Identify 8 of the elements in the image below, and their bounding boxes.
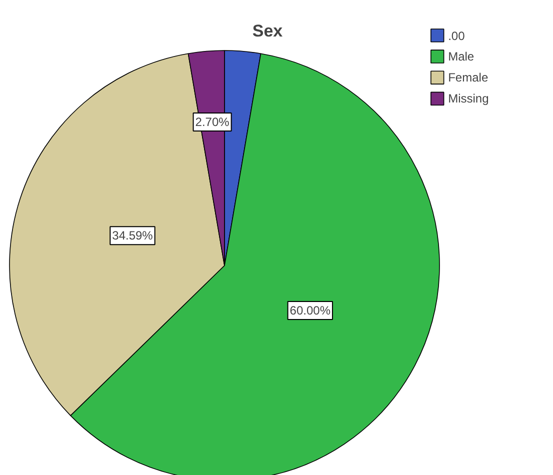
chart-title: Sex [252,22,284,41]
legend-label: Female [448,70,488,85]
data-label: 60.00% [290,304,331,318]
legend-label: Missing [448,92,489,106]
legend-label: Male [448,50,474,64]
legend-label: .00 [448,28,466,43]
data-label: 2.70% [195,114,230,129]
data-label: 34.59% [112,228,154,243]
